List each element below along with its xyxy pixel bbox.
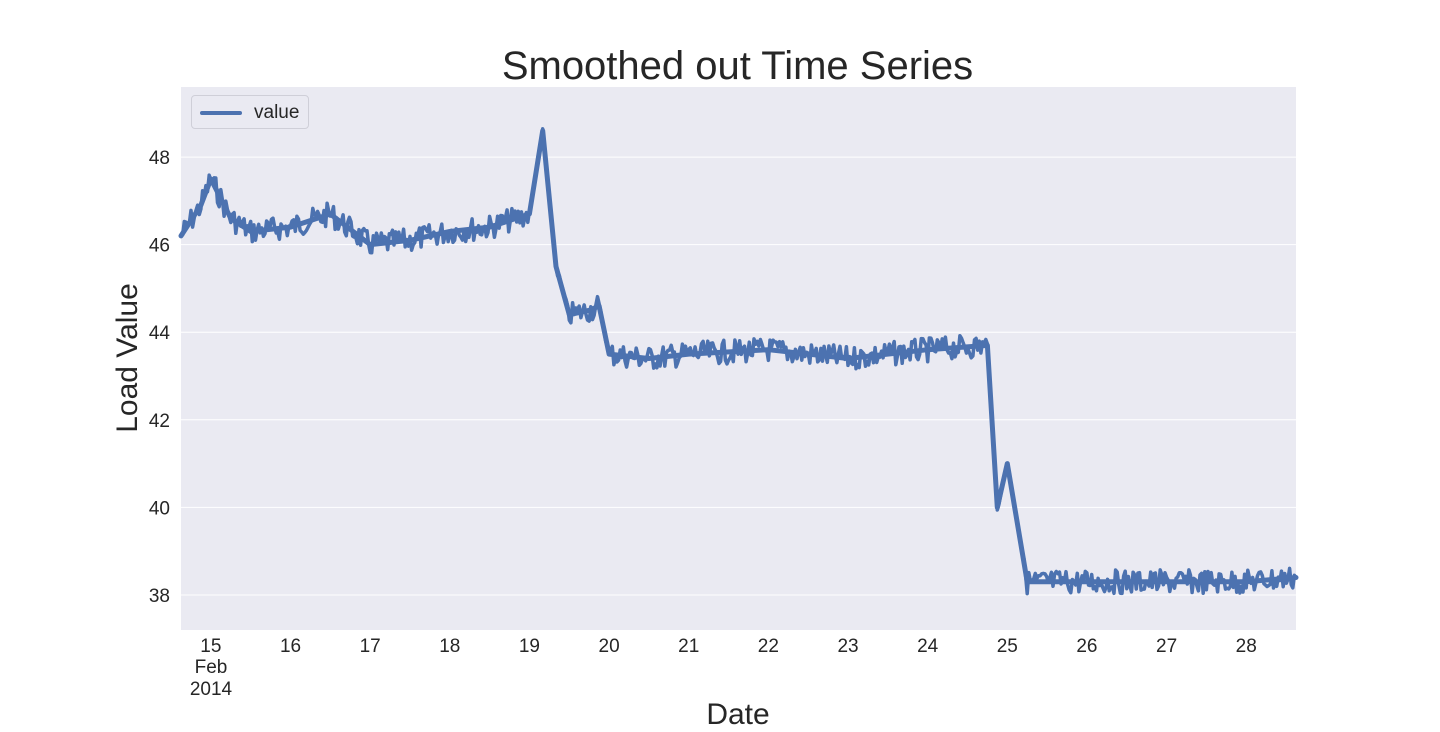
legend-label-value: value <box>254 102 300 123</box>
x-tick-label: 21 <box>678 636 699 657</box>
series-layer <box>178 127 1299 596</box>
x-tick-label: 18 <box>439 636 460 657</box>
legend-swatch-value <box>200 111 242 115</box>
series-noise-value <box>180 127 1298 596</box>
x-tick-label: 17 <box>360 636 381 657</box>
x-axis-label: Date <box>706 698 770 731</box>
x-tick-label: 19 <box>519 636 540 657</box>
x-tick-label: 20 <box>599 636 620 657</box>
x-month-year-label: Feb 2014 <box>190 657 232 701</box>
x-tick-label: 25 <box>997 636 1018 657</box>
y-tick-label: 38 <box>149 586 170 607</box>
legend: value <box>191 95 309 129</box>
x-tick-label: 22 <box>758 636 779 657</box>
x-month-label: Feb <box>194 657 228 678</box>
chart-title: Smoothed out Time Series <box>501 44 974 88</box>
y-tick-label: 48 <box>149 148 170 169</box>
y-tick-label: 46 <box>149 236 170 257</box>
x-tick-label: 23 <box>837 636 858 657</box>
x-year-label: 2014 <box>189 679 233 700</box>
x-tick-label: 15 <box>200 636 221 657</box>
y-tick-label: 44 <box>149 323 171 344</box>
x-tick-label: 16 <box>280 636 301 657</box>
x-tick-label: 28 <box>1236 636 1257 657</box>
y-tick-label: 42 <box>149 411 170 432</box>
x-tick-label: 27 <box>1156 636 1177 657</box>
plot-area <box>181 87 1296 630</box>
y-tick-label: 40 <box>149 498 170 519</box>
y-axis-label: Load Value <box>111 283 144 433</box>
x-tick-label: 26 <box>1076 636 1097 657</box>
x-tick-label: 24 <box>917 636 939 657</box>
x-tick-labels: 15 16 17 18 19 20 21 22 23 24 25 26 27 28 <box>200 636 1256 657</box>
y-tick-labels: 38 40 42 44 46 48 <box>149 148 171 607</box>
